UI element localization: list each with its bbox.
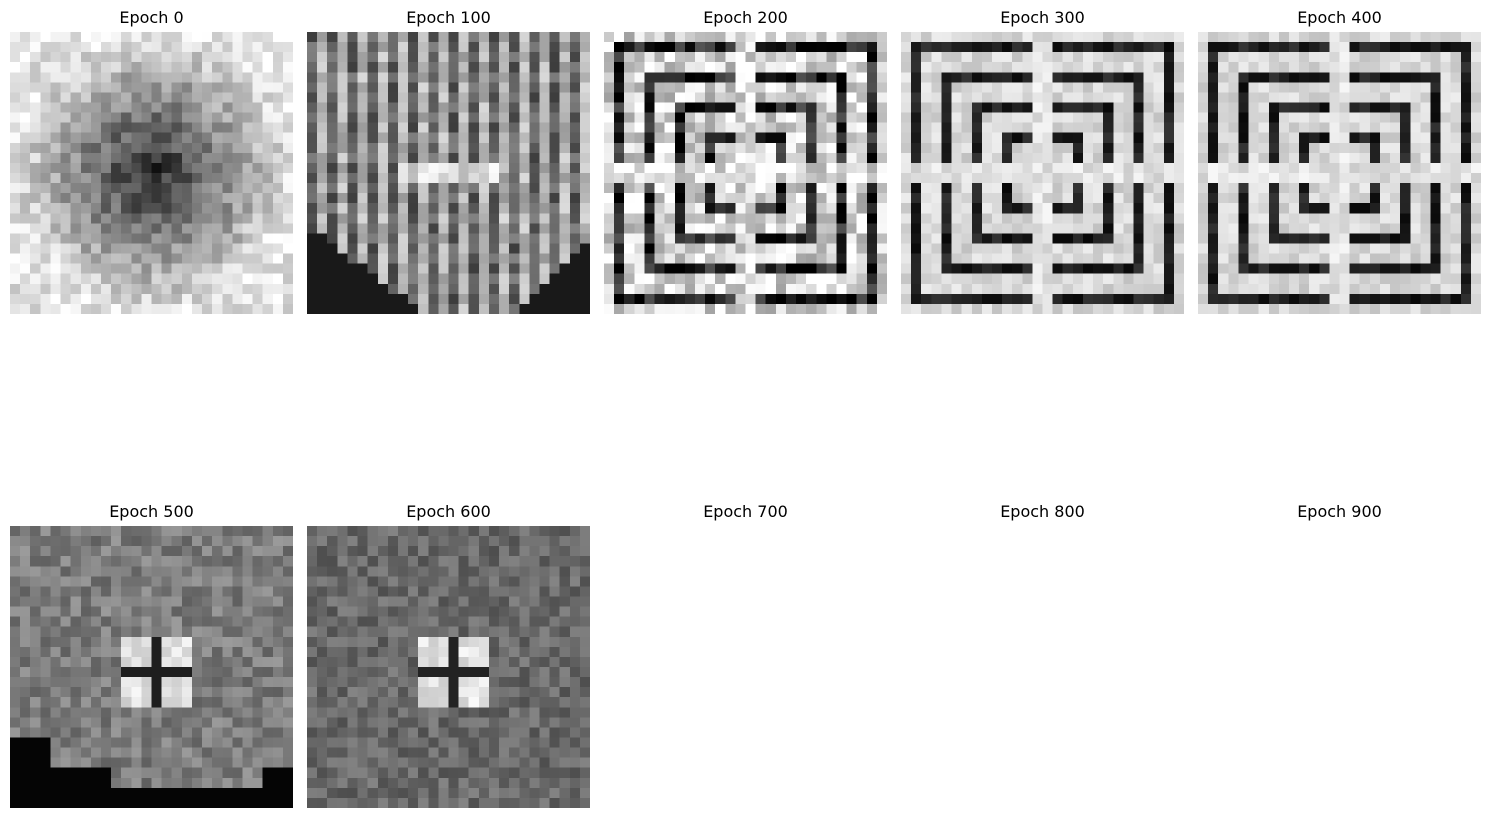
panel-title: Epoch 900 bbox=[1297, 502, 1382, 521]
panel-title: Epoch 800 bbox=[1000, 502, 1085, 521]
panel-title: Epoch 300 bbox=[1000, 8, 1085, 27]
panel-title: Epoch 600 bbox=[406, 502, 491, 521]
pattern-image-epoch-500 bbox=[10, 526, 293, 808]
pattern-image-epoch-100 bbox=[307, 32, 590, 314]
pattern-image-epoch-600 bbox=[307, 526, 590, 808]
pattern-image-epoch-400 bbox=[1198, 32, 1481, 314]
panel-title: Epoch 100 bbox=[406, 8, 491, 27]
panel-title: Epoch 700 bbox=[703, 502, 788, 521]
pattern-image-epoch-200 bbox=[604, 32, 887, 314]
pattern-image-epoch-300 bbox=[901, 32, 1184, 314]
pattern-image-epoch-0 bbox=[10, 32, 293, 314]
panel-title: Epoch 200 bbox=[703, 8, 788, 27]
panel-title: Epoch 0 bbox=[119, 8, 184, 27]
panel-title: Epoch 500 bbox=[109, 502, 194, 521]
panel-title: Epoch 400 bbox=[1297, 8, 1382, 27]
